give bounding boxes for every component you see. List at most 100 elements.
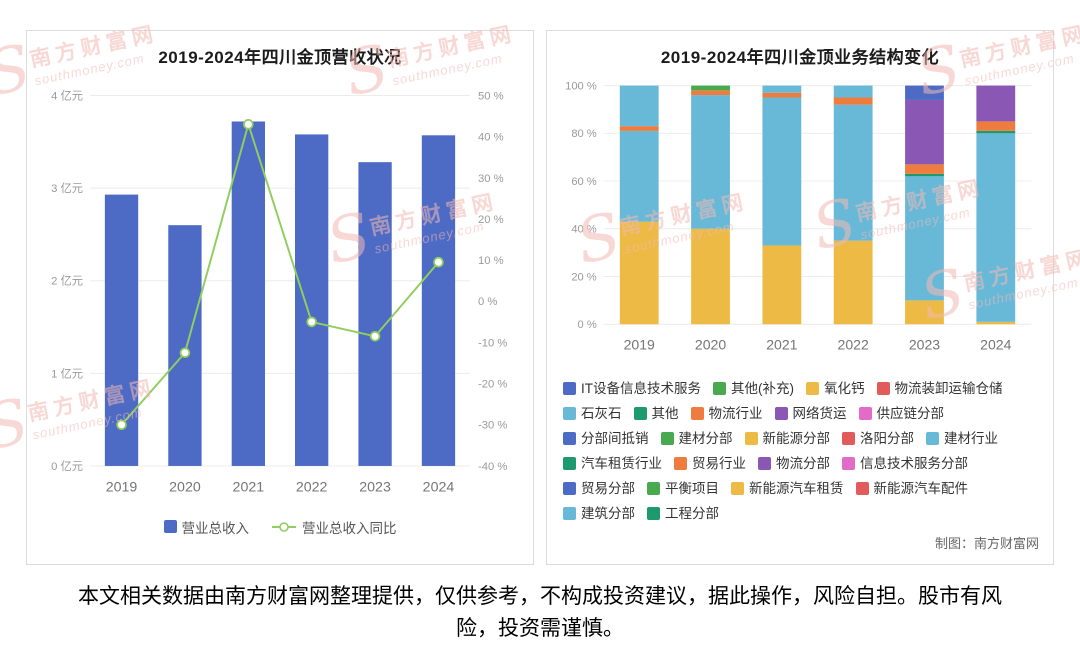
legend-item[interactable]: 氧化钙 [806, 379, 865, 398]
left-axis-tick: 3 亿元 [51, 182, 83, 195]
structure-chart-panel: 2019-2024年四川金顶业务结构变化 0 % 20 % 40 % 60 % 80 %… [546, 30, 1054, 565]
stack-segment[interactable] [619, 130, 659, 222]
stack-segment[interactable] [976, 321, 1016, 325]
legend-swatch-icon [842, 432, 855, 446]
stack-segment[interactable] [691, 85, 730, 91]
legend-label: 新能源汽车租赁 [749, 481, 844, 497]
stack-segment[interactable] [905, 99, 944, 165]
revenue-bar[interactable] [421, 135, 456, 466]
legend-item[interactable]: 信息技术服务分部 [842, 454, 968, 473]
legend-item[interactable]: 平衡项目 [647, 479, 719, 498]
structure-legend: IT设备信息技术服务 其他(补充) 氧化钙 物流装卸运输仓储石灰石 其他 物流行业 网络货运… [563, 379, 1041, 523]
stack-segment[interactable] [833, 97, 873, 105]
legend-item[interactable]: 工程分部 [647, 504, 719, 523]
legend-item[interactable]: 贸易分部 [563, 479, 635, 498]
legend-label: 其他(补充) [731, 381, 794, 397]
right-axis-tick: 30 % [478, 173, 504, 185]
legend-item[interactable]: 贸易行业 [674, 454, 746, 473]
legend-swatch-icon [647, 507, 660, 521]
legend-item[interactable]: 其他 [633, 404, 679, 423]
legend-item-revenue[interactable]: 营业总收入 [163, 517, 249, 537]
stack-segment[interactable] [619, 126, 659, 131]
stack-segment[interactable] [905, 173, 944, 177]
legend-label: 氧化钙 [824, 381, 865, 397]
legend-item[interactable]: 石灰石 [563, 404, 622, 423]
stack-segment[interactable] [691, 90, 730, 96]
y-axis-tick: 40 % [571, 224, 596, 236]
stack-segment[interactable] [619, 85, 659, 127]
legend-swatch-icon [674, 457, 687, 471]
legend-label: 建材行业 [944, 431, 998, 447]
yoy-point[interactable] [306, 316, 317, 328]
revenue-bar[interactable] [294, 134, 329, 466]
stack-segment[interactable] [691, 95, 730, 229]
legend-item[interactable]: 物流行业 [690, 404, 763, 423]
stack-segment[interactable] [976, 121, 1016, 131]
legend-item[interactable]: 物流分部 [758, 454, 830, 473]
legend-swatch-icon [744, 432, 758, 446]
legend-label: 信息技术服务分部 [860, 456, 968, 472]
stack-segment[interactable] [905, 164, 944, 174]
y-axis-tick: 60 % [571, 176, 596, 188]
stack-segment[interactable] [619, 221, 659, 325]
right-axis-tick: 0 % [478, 296, 497, 308]
right-axis-tick: 50 % [478, 90, 504, 102]
stack-segment[interactable] [833, 240, 873, 325]
revenue-legend: 营业总收入 营业总收入同比 [35, 517, 525, 537]
legend-label: 其他 [651, 406, 679, 422]
revenue-bar[interactable] [168, 225, 202, 466]
x-axis-label: 2021 [233, 479, 265, 495]
stack-segment[interactable] [762, 85, 802, 93]
structure-chart-svg: 0 % 20 % 40 % 60 % 80 % 100 % 2019 2020 2021 2022… [555, 72, 1045, 365]
stack-segment[interactable] [905, 176, 944, 301]
stack-segment[interactable] [976, 133, 1016, 322]
legend-item[interactable]: 建材行业 [926, 429, 998, 448]
x-axis-label: 2024 [423, 479, 455, 495]
legend-swatch-icon [858, 407, 872, 421]
y-axis-tick: 20 % [571, 271, 596, 283]
legend-item[interactable]: 建材分部 [660, 429, 733, 448]
stack-segment[interactable] [976, 85, 1016, 122]
yoy-point[interactable] [179, 347, 191, 359]
legend-item[interactable]: 新能源分部 [744, 429, 830, 448]
left-axis-tick: 1 亿元 [51, 367, 83, 380]
revenue-bar[interactable] [358, 162, 392, 466]
legend-label: 洛阳分部 [860, 431, 914, 447]
legend-item[interactable]: 建筑分部 [563, 504, 635, 523]
y-axis-tick: 100 % [565, 80, 597, 92]
legend-swatch-icon [690, 407, 704, 421]
legend-label: 物流行业 [708, 406, 763, 422]
stack-segment[interactable] [833, 85, 873, 98]
legend-item[interactable]: 新能源汽车租赁 [731, 479, 844, 498]
x-axis-label: 2023 [359, 479, 391, 495]
legend-item[interactable]: 其他(补充) [713, 379, 794, 398]
legend-label: 物流分部 [776, 456, 830, 472]
legend-label: 建材分部 [678, 431, 733, 447]
stack-segment[interactable] [905, 85, 944, 100]
yoy-point[interactable] [243, 119, 254, 130]
stack-segment[interactable] [833, 104, 873, 241]
stack-segment[interactable] [762, 245, 802, 325]
yoy-point[interactable] [433, 256, 444, 268]
legend-item[interactable]: 网络货运 [774, 404, 847, 423]
legend-item[interactable]: 洛阳分部 [842, 429, 914, 448]
right-axis-tick: -10 % [478, 337, 507, 349]
stack-segment[interactable] [691, 228, 730, 325]
stack-segment[interactable] [976, 130, 1016, 134]
legend-item[interactable]: IT设备信息技术服务 [563, 379, 701, 398]
legend-item[interactable]: 分部间抵销 [563, 429, 649, 448]
stack-segment[interactable] [762, 92, 802, 98]
revenue-chart-svg: 0 亿元 1 亿元 2 亿元 3 亿元 4 亿元 -40 % -30 % -20 % -10 %… [35, 72, 525, 515]
yoy-point[interactable] [369, 331, 381, 342]
stack-segment[interactable] [762, 97, 802, 246]
stack-segment[interactable] [905, 300, 944, 325]
revenue-bar[interactable] [231, 121, 266, 466]
legend-item[interactable]: 供应链分部 [858, 404, 944, 423]
legend-swatch-icon [876, 382, 890, 396]
legend-swatch-icon [563, 507, 576, 521]
legend-item[interactable]: 物流装卸运输仓储 [876, 379, 1003, 398]
legend-item[interactable]: 汽车租赁行业 [563, 454, 662, 473]
legend-item[interactable]: 新能源汽车配件 [855, 479, 968, 498]
legend-item-yoy[interactable]: 营业总收入同比 [271, 517, 397, 537]
yoy-point[interactable] [116, 419, 127, 431]
